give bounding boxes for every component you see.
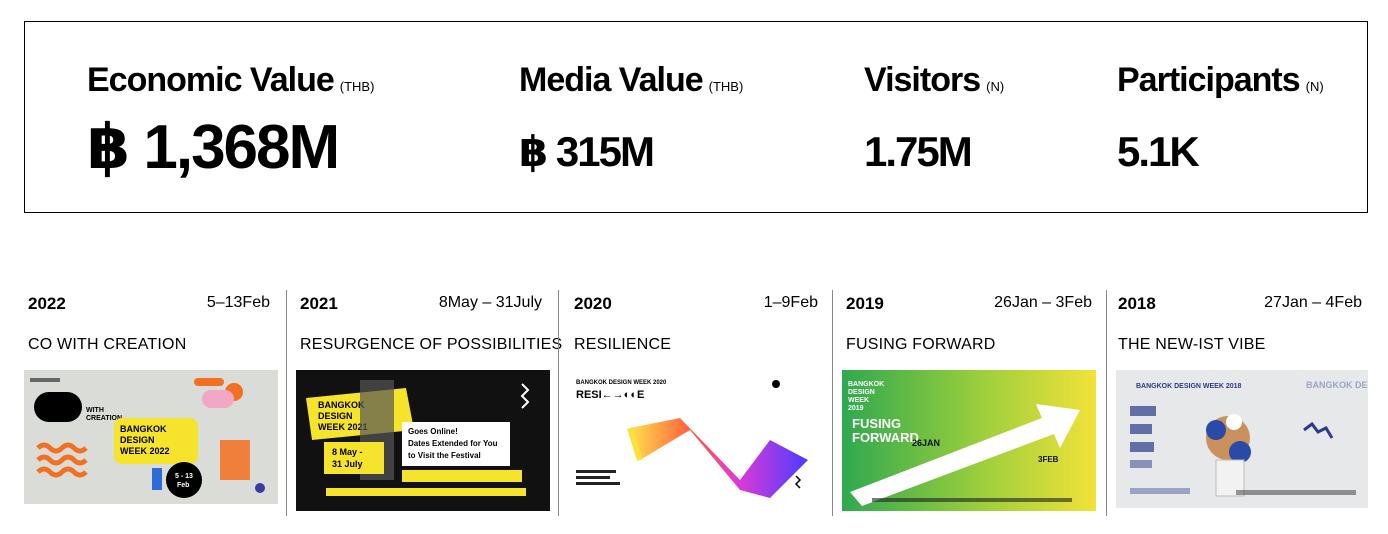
- poster-2021-title-2: DESIGN: [318, 411, 353, 421]
- poster-2022-title-3: WEEK 2022: [120, 446, 170, 456]
- stats-panel: Economic Value (THB) ฿ 1,368M Media Value…: [24, 21, 1368, 213]
- edition-dates: 1–9Feb: [763, 294, 818, 311]
- poster-2021-headline-2: Dates Extended for You: [408, 439, 498, 448]
- participants-stat: Participants (N) 5.1K: [1117, 60, 1324, 187]
- edition-theme: CO WITH CREATION: [28, 336, 187, 353]
- poster-2022-badge-dates: 5 - 13: [175, 473, 193, 480]
- edition-theme: RESILIENCE: [574, 336, 672, 353]
- visitors-stat: Visitors (N) 1.75M: [864, 60, 1004, 187]
- edition-dates: 27Jan – 4Feb: [1264, 294, 1362, 311]
- poster-2022-title-1: BANGKOK: [120, 424, 167, 434]
- poster-2021-headline-3: to Visit the Festival: [408, 451, 481, 460]
- divider: [1106, 290, 1107, 516]
- poster-2021-title-1: BANGKOK: [318, 400, 365, 410]
- poster-2021[interactable]: BANGKOK DESIGN WEEK 2021 8 May - 31 July…: [296, 370, 550, 511]
- edition-year: 2021: [300, 294, 338, 313]
- poster-2018-side-title: BANGKOK DESIGN WEEK: [1306, 380, 1368, 390]
- poster-2021-headline-1: Goes Online!: [408, 427, 458, 436]
- poster-2019-motto-2: FORWARD: [852, 430, 919, 445]
- edition-year: 2020: [574, 294, 612, 313]
- poster-2019-title-3: WEEK: [848, 397, 869, 404]
- edition-theme: RESURGENCE OF POSSIBILITIES: [300, 336, 563, 353]
- stat-label: Economic Value (THB): [87, 61, 375, 99]
- poster-2021-date-1: 8 May -: [332, 447, 363, 457]
- poster-2022-badge-month: Feb: [177, 482, 189, 489]
- poster-2019-date-start: 26JAN: [912, 438, 940, 448]
- poster-2018-title: BANGKOK DESIGN WEEK 2018: [1136, 383, 1242, 390]
- poster-2020-header: BANGKOK DESIGN WEEK 2020: [576, 380, 667, 386]
- edition-year: 2022: [28, 294, 66, 313]
- stat-value: 5.1K: [1117, 128, 1200, 175]
- stat-label: Media Value (THB): [519, 61, 744, 99]
- edition-dates: 8May – 31July: [438, 294, 542, 311]
- media-value-stat: Media Value (THB) ฿ 315M: [519, 60, 743, 187]
- poster-2022-word-creation: CREATION: [86, 415, 122, 422]
- edition-theme: THE NEW-IST VIBE: [1118, 336, 1266, 353]
- poster-2019-title-1: BANGKOK: [848, 381, 884, 388]
- poster-2020-logo: RESI←→◐◐E: [576, 389, 644, 401]
- edition-year: 2018: [1118, 294, 1156, 313]
- poster-2022-title-2: DESIGN: [120, 435, 155, 445]
- divider: [832, 290, 833, 516]
- stat-value: ฿ 315M: [519, 128, 655, 175]
- edition-theme: FUSING FORWARD: [846, 336, 996, 353]
- poster-2022-word-with: WITH: [86, 407, 104, 414]
- poster-2019-date-end: 3FEB: [1038, 455, 1059, 464]
- edition-dates: 26Jan – 3Feb: [994, 294, 1092, 311]
- edition-dates: 5–13Feb: [206, 294, 270, 311]
- poster-2022[interactable]: WITH CREATION BANGKOK DESIGN WEEK 2022 5…: [24, 370, 278, 504]
- stat-label: Visitors (N): [864, 61, 1005, 99]
- divider: [286, 290, 287, 516]
- poster-2019[interactable]: BANGKOK DESIGN WEEK 2019 FUSING FORWARD …: [842, 370, 1096, 511]
- economic-value-stat: Economic Value (THB) ฿ 1,368M: [87, 60, 374, 183]
- poster-2018[interactable]: BANGKOK DESIGN WEEK 2018 BANGKOK DESIGN …: [1116, 370, 1368, 508]
- edition-year: 2019: [846, 294, 884, 313]
- poster-2019-title-2: DESIGN: [848, 389, 875, 396]
- poster-2019-title-4: 2019: [848, 405, 864, 412]
- poster-2021-title-3: WEEK 2021: [318, 422, 368, 432]
- editions-timeline: 2022 5–13Feb CO WITH CREATION WITH CREAT…: [0, 290, 1388, 520]
- poster-2019-motto-1: FUSING: [852, 416, 901, 431]
- poster-2020[interactable]: BANGKOK DESIGN WEEK 2020 RESI←→◐◐E: [570, 370, 824, 511]
- stat-value: ฿ 1,368M: [87, 113, 340, 182]
- divider: [558, 290, 559, 516]
- poster-2021-date-2: 31 July: [332, 459, 363, 469]
- stat-value: 1.75M: [864, 128, 973, 175]
- stat-label: Participants (N): [1117, 61, 1324, 99]
